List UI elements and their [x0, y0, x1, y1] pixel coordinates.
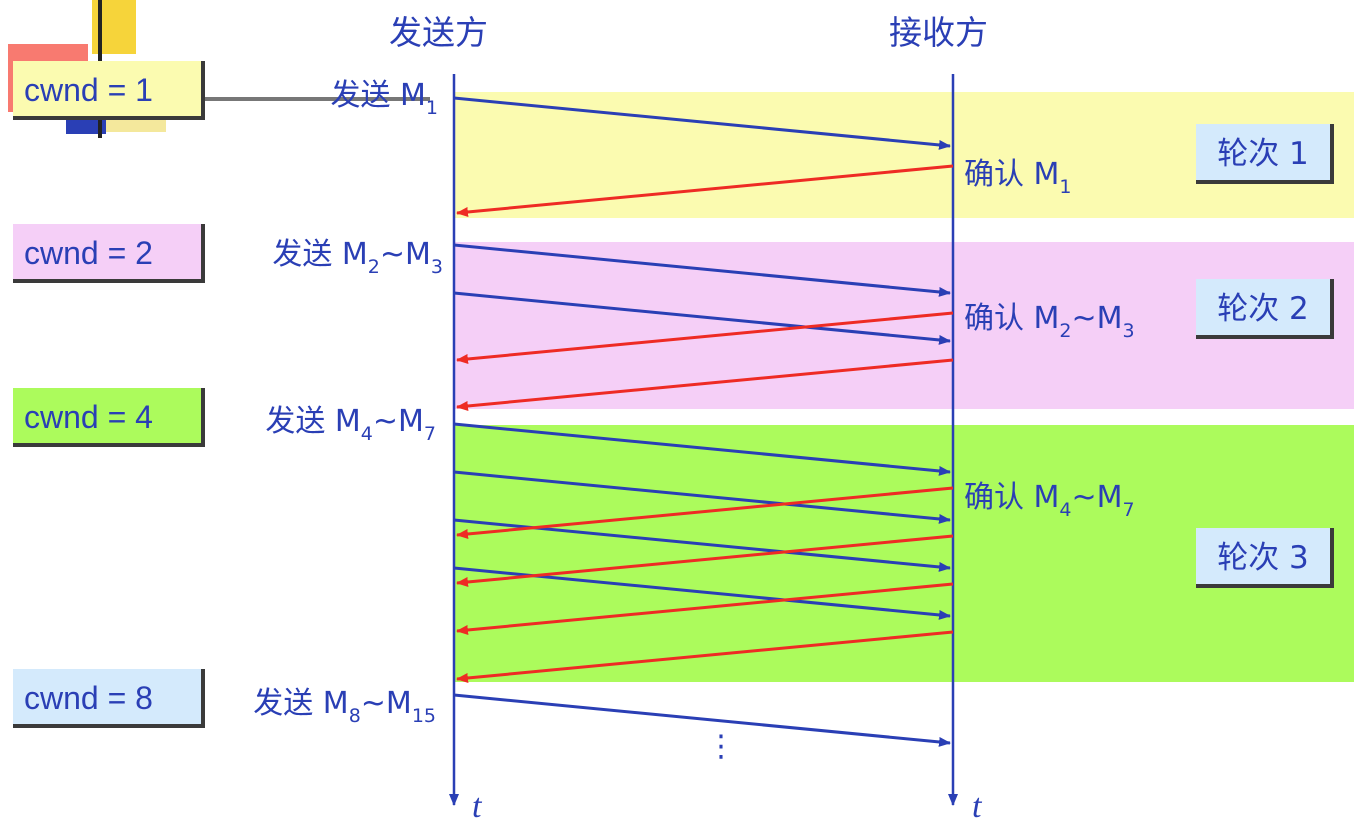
round-label-1: 轮次 1 — [1196, 124, 1334, 184]
ack-label-round-2: 确认 M2~M3 — [964, 293, 1135, 342]
cwnd-box-2: cwnd = 2 — [13, 224, 205, 283]
ack-label-sub-end: 7 — [1122, 499, 1135, 521]
send-label-round-4: 发送 M8~M15 — [136, 678, 436, 727]
ack-label-text: 确认 M — [964, 480, 1060, 515]
ack-label-sub-end: 3 — [1122, 320, 1135, 342]
send-label-sub-start: 8 — [348, 705, 361, 727]
data-segment-arrow-m8 — [453, 693, 951, 747]
ack-label-sub-start: 1 — [1059, 176, 1072, 198]
data-segment-arrow-m3 — [453, 291, 951, 345]
ack-arrow-m3 — [456, 358, 954, 411]
ack-arrow-m5 — [456, 534, 954, 587]
ack-arrow-m6 — [456, 582, 954, 635]
ack-arrow-m1 — [456, 164, 954, 217]
send-label-sub-start: 1 — [425, 97, 438, 119]
ack-label-range-sep: ~M — [1071, 480, 1123, 515]
send-label-round-1: 发送 M1 — [138, 70, 438, 119]
send-label-round-2: 发送 M2~M3 — [143, 229, 443, 278]
ack-arrow-m7 — [456, 630, 954, 683]
cwnd-box-4: cwnd = 4 — [13, 388, 205, 447]
cwnd-box-1: cwnd = 1 — [13, 61, 205, 120]
ack-label-round-3: 确认 M4~M7 — [964, 472, 1135, 521]
data-segment-arrow-m1 — [453, 96, 951, 150]
send-label-text: 发送 M — [330, 78, 426, 113]
send-label-range-sep: ~M — [360, 686, 412, 721]
send-label-sub-end: 15 — [411, 705, 436, 727]
send-label-sub-end: 7 — [423, 423, 436, 445]
ack-arrow-m2 — [456, 311, 954, 364]
round-label-2: 轮次 2 — [1196, 279, 1334, 339]
data-segment-arrow-m5 — [453, 470, 951, 524]
send-label-sub-end: 3 — [430, 256, 443, 278]
continuation-ellipsis: ⋮ — [706, 729, 736, 764]
receiver-heading: 接收方 — [889, 13, 988, 52]
ack-label-round-1: 确认 M1 — [964, 149, 1072, 198]
round-label-3: 轮次 3 — [1196, 528, 1334, 588]
ack-label-text: 确认 M — [964, 157, 1060, 192]
send-label-range-sep: ~M — [379, 237, 431, 272]
ack-label-text: 确认 M — [964, 301, 1060, 336]
ack-label-range-sep: ~M — [1071, 301, 1123, 336]
receiver-time-label: t — [972, 788, 982, 825]
ack-label-sub-start: 4 — [1059, 499, 1072, 521]
send-label-sub-start: 2 — [367, 256, 380, 278]
data-segment-arrow-m4 — [453, 422, 951, 476]
send-label-text: 发送 M — [272, 237, 368, 272]
send-label-range-sep: ~M — [372, 404, 424, 439]
send-label-text: 发送 M — [253, 686, 349, 721]
ack-arrow-m4 — [456, 486, 954, 539]
decoration-horizontal-bar — [200, 97, 430, 101]
sender-time-label: t — [472, 788, 482, 825]
sender-heading: 发送方 — [389, 13, 488, 52]
data-segment-arrow-m2 — [453, 243, 951, 297]
send-label-round-3: 发送 M4~M7 — [136, 396, 436, 445]
send-label-text: 发送 M — [265, 404, 361, 439]
ack-label-sub-start: 2 — [1059, 320, 1072, 342]
cwnd-box-8: cwnd = 8 — [13, 669, 205, 728]
send-label-sub-start: 4 — [360, 423, 373, 445]
